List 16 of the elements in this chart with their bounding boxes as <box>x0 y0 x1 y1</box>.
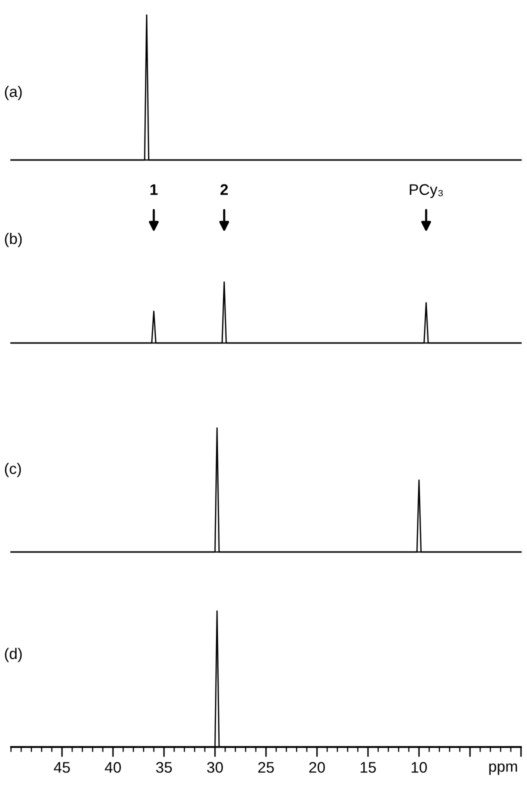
annotation: (d) <box>4 648 22 662</box>
x-tick-label: 35 <box>156 762 172 773</box>
annotation: (c) <box>4 462 21 478</box>
x-tick-label: 10 <box>412 762 427 773</box>
x-tick-label: 45 <box>54 762 70 773</box>
x-axis-title: ppm <box>489 763 518 775</box>
text: (b) <box>4 232 22 248</box>
text: PCy₃ <box>410 184 443 198</box>
text: 1 <box>150 184 158 195</box>
text: 2 <box>220 184 228 195</box>
annotation: (a) <box>4 86 22 100</box>
x-tick-label: 40 <box>104 762 121 773</box>
x-tick-label: 25 <box>258 762 274 773</box>
x-tick-label: 30 <box>207 762 223 773</box>
x-tick-label: 15 <box>360 762 376 773</box>
x-tick-label: 20 <box>309 762 325 773</box>
